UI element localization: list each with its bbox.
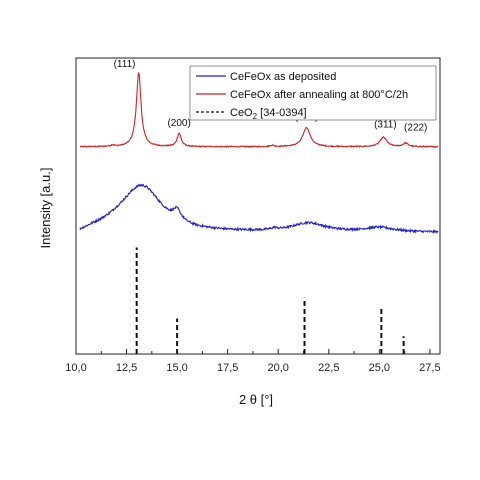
legend-label-annealed: CeFeOx after annealing at 800°C/2h — [230, 89, 408, 101]
legend-box — [189, 65, 437, 121]
legend: CeFeOx as deposited CeFeOx after anneali… — [189, 65, 437, 121]
peak-label-3: (311) — [374, 120, 397, 131]
plot-frame — [75, 57, 441, 355]
peak-label-1: (200) — [167, 118, 190, 129]
peak-label-0: (111) — [114, 59, 136, 70]
y-axis-title: Intensity [a.u.] — [38, 168, 53, 249]
axes: 10,0 12,5 15,0 17,5 20,0 22,5 25,0 27,5 — [65, 57, 441, 374]
legend-label-reference: CeO2 [34-0394] — [230, 107, 307, 121]
legend-label-deposited: CeFeOx as deposited — [230, 71, 336, 83]
series-line-0 — [79, 72, 439, 148]
series-line-1 — [79, 183, 439, 235]
x-tick-label-0: 10,0 — [65, 362, 86, 374]
x-tick-label-1: 12,5 — [116, 362, 137, 374]
x-tick-label-4: 20,0 — [268, 362, 289, 374]
x-tick-label-3: 17,5 — [217, 362, 238, 374]
peak-label-4: (222) — [404, 123, 427, 134]
x-tick-label-6: 25,0 — [369, 362, 390, 374]
x-axis-title: 2 θ [°] — [239, 392, 273, 407]
x-tick-label-7: 27,5 — [419, 362, 440, 374]
x-tick-label-5: 22,5 — [318, 362, 339, 374]
x-tick-label-2: 15,0 — [166, 362, 187, 374]
